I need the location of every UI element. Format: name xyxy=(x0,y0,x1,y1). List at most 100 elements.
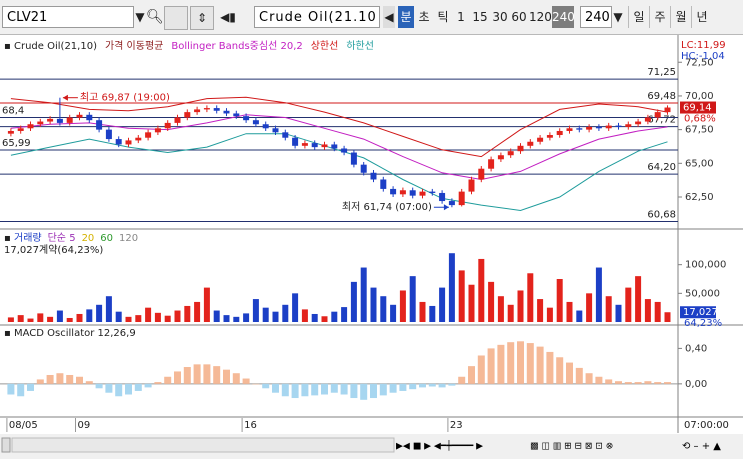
candle-body xyxy=(507,151,514,156)
oscillator-bar xyxy=(487,348,495,384)
volume-bar xyxy=(654,301,661,322)
search-icon[interactable]: 🔍︎ xyxy=(146,9,164,25)
range-button[interactable]: 주 xyxy=(649,6,670,28)
level-label: 60,68 xyxy=(647,210,676,221)
oscillator-bar xyxy=(428,383,436,387)
volume-bar xyxy=(17,315,24,322)
period-button[interactable]: 120 xyxy=(529,6,552,28)
symbol-input[interactable]: CLV21 xyxy=(2,6,134,28)
range-button[interactable]: 일 xyxy=(628,6,649,28)
sound-icon[interactable]: ◀▮ xyxy=(220,10,236,24)
legend-square: ▪ xyxy=(4,41,11,52)
y-tick-label: 0,00 xyxy=(685,379,707,390)
period-button[interactable]: 틱 xyxy=(434,6,452,28)
oscillator-bar xyxy=(546,351,554,384)
badge-change: 64,23% xyxy=(684,318,722,329)
volume-bar xyxy=(664,312,671,322)
level-label: 69,48 xyxy=(647,91,676,102)
candle-body xyxy=(537,137,544,142)
candle-body xyxy=(262,124,269,129)
y-tick-label: 65,00 xyxy=(685,158,714,169)
volume-bar xyxy=(360,267,367,322)
volume-bar xyxy=(566,301,573,322)
period-button[interactable]: 60 xyxy=(510,6,528,28)
oscillator-bar xyxy=(595,376,603,384)
oscillator-bar xyxy=(242,378,250,384)
candle-body xyxy=(439,192,446,202)
period-button[interactable]: 15 xyxy=(470,6,490,28)
scrollbar[interactable] xyxy=(11,437,395,453)
dropdown[interactable]: ▼ xyxy=(135,10,145,24)
period-button[interactable]: 1 xyxy=(453,6,469,28)
oscillator-bar xyxy=(644,381,652,384)
candle-body xyxy=(27,124,34,129)
range-button[interactable]: 월 xyxy=(670,6,691,28)
oscillator-bar xyxy=(389,383,397,393)
period-input[interactable]: 240 xyxy=(580,6,612,28)
volume-bar xyxy=(605,296,612,322)
playback-controls[interactable]: ▶◀ ■ ▶ ◀━┿━━━━ ▶ xyxy=(396,440,483,452)
name-input[interactable]: Crude Oil(21.10 xyxy=(254,6,380,28)
volume-bar xyxy=(27,318,34,322)
volume-bar xyxy=(311,313,318,322)
period-button[interactable]: 분 xyxy=(398,6,414,28)
oscillator-bar xyxy=(154,382,162,384)
zoom-buttons[interactable]: ⟲ – + ▲ xyxy=(682,441,721,452)
oscillator-bar xyxy=(409,383,417,390)
candle-body xyxy=(223,110,230,114)
candle-body xyxy=(184,112,191,118)
candle-body xyxy=(409,190,416,196)
candle-body xyxy=(644,117,651,122)
candle-body xyxy=(213,108,220,111)
volume-bar xyxy=(125,316,132,322)
candle-body xyxy=(576,128,583,130)
icon-button[interactable] xyxy=(164,6,188,30)
candle-body xyxy=(350,152,357,165)
scroll-left[interactable] xyxy=(1,437,11,453)
volume-bar xyxy=(458,270,465,322)
oscillator-bar xyxy=(448,383,456,386)
oscillator-bar xyxy=(360,383,368,400)
oscillator-bar xyxy=(468,366,475,384)
volume-bar xyxy=(66,317,73,322)
badge-change: 0,68% xyxy=(684,114,716,125)
volume-bar xyxy=(301,309,308,322)
candle-body xyxy=(76,114,83,118)
oscillator-bar xyxy=(556,357,564,384)
legend-item: MACD Oscillator 12,26,9 xyxy=(14,328,136,339)
volume-bar xyxy=(644,299,651,322)
oscillator-bar xyxy=(330,383,338,393)
oscillator-bar xyxy=(321,383,328,395)
candle-body xyxy=(292,137,299,146)
legend-item: Crude Oil(21,10) xyxy=(14,41,97,52)
range-button[interactable]: 년 xyxy=(691,6,712,28)
oscillator-bar xyxy=(301,383,309,397)
volume-bar xyxy=(47,316,54,322)
x-tick-label: 23 xyxy=(450,420,463,431)
dropdown[interactable]: ▼ xyxy=(613,10,623,24)
oscillator-bar xyxy=(566,362,573,384)
oscillator-bar xyxy=(654,382,662,384)
oscillator-bar xyxy=(66,374,74,384)
prev-button[interactable]: ◀ xyxy=(383,6,395,28)
oscillator-bar xyxy=(536,346,544,384)
period-button[interactable]: 30 xyxy=(491,6,509,28)
oscillator-bar xyxy=(281,383,289,397)
volume-bar xyxy=(184,305,191,322)
level-label: 64,20 xyxy=(647,162,676,173)
zoom-controls[interactable]: ▩ ◫ ▥ ⊞ ⊟ ⊠ ⊡ ⊗ xyxy=(530,442,613,452)
spin-button[interactable]: ⇕ xyxy=(190,6,214,30)
oscillator-bar xyxy=(164,376,172,384)
candle-body xyxy=(311,143,318,148)
price-badge xyxy=(680,101,716,114)
oscillator-bar xyxy=(350,383,358,399)
oscillator-bar xyxy=(95,383,103,389)
candle-body xyxy=(448,201,455,206)
candle-body xyxy=(399,190,406,195)
candle-body xyxy=(243,116,250,121)
period-button[interactable]: 초 xyxy=(415,6,433,28)
candle-body xyxy=(468,179,475,192)
volume-bar xyxy=(586,293,593,322)
period-button[interactable]: 240 xyxy=(552,6,575,28)
